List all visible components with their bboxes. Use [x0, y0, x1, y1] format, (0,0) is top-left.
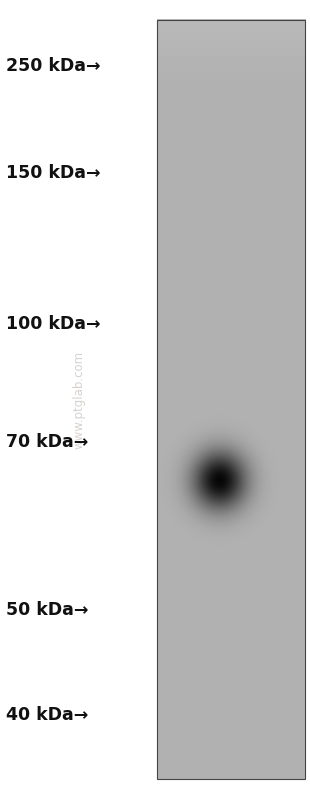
Text: 100 kDa→: 100 kDa→ — [6, 316, 101, 333]
Text: 70 kDa→: 70 kDa→ — [6, 433, 88, 451]
Text: 40 kDa→: 40 kDa→ — [6, 706, 88, 724]
Text: www.ptglab.com: www.ptglab.com — [73, 351, 86, 448]
Text: 250 kDa→: 250 kDa→ — [6, 57, 101, 74]
Text: 50 kDa→: 50 kDa→ — [6, 601, 89, 618]
Text: 150 kDa→: 150 kDa→ — [6, 165, 101, 182]
Bar — [157, 20, 305, 779]
